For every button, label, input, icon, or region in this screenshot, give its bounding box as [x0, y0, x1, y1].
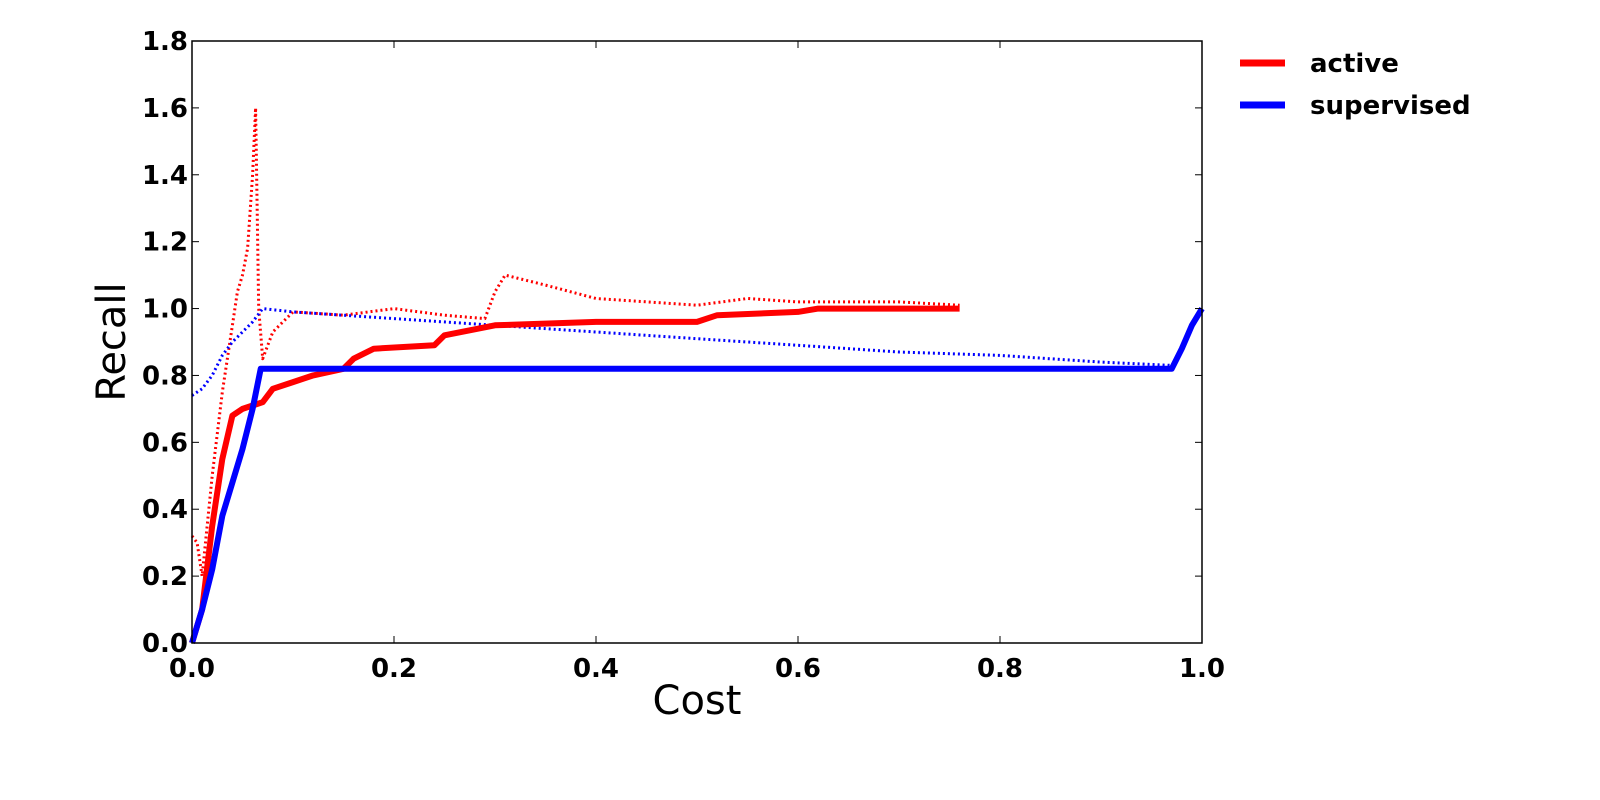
y-axis-title: Recall	[89, 282, 135, 401]
series-line-supervised	[189, 307, 1205, 644]
series-layer	[189, 106, 1205, 644]
y-tick-label: 1.0	[142, 295, 188, 325]
y-tick-label: 1.2	[142, 228, 188, 258]
y-tick-label: 0.6	[142, 428, 188, 458]
y-tick-label: 1.4	[142, 161, 188, 191]
x-axis-title: Cost	[653, 678, 742, 724]
x-tick-label: 0.8	[977, 654, 1023, 684]
legend-label-supervised: supervised	[1310, 91, 1471, 121]
y-tick-label: 1.6	[142, 94, 188, 124]
y-tick-label: 0.4	[142, 495, 188, 525]
series-line-active	[189, 305, 960, 644]
legend-label-active: active	[1310, 49, 1399, 79]
ticks-layer: 0.0 0.2 0.4 0.6 0.8 1.0 0.0 0.2 0.4 0.6 0.8 1.0 1.2 1…	[142, 27, 1225, 684]
series-line-active-dotted	[190, 106, 960, 578]
x-tick-label: 0.4	[573, 654, 619, 684]
x-tick-label: 1.0	[1179, 654, 1225, 684]
y-tick-label: 0.0	[142, 629, 188, 659]
x-tick-label: 0.0	[169, 654, 215, 684]
x-tick-label: 0.2	[371, 654, 417, 684]
y-tick-label: 0.2	[142, 562, 188, 592]
y-tick-label: 1.8	[142, 27, 188, 57]
legend: active supervised	[1240, 49, 1471, 121]
plot-frame	[191, 40, 1203, 644]
y-tick-label: 0.8	[142, 361, 188, 391]
x-tick-label: 0.6	[775, 654, 821, 684]
